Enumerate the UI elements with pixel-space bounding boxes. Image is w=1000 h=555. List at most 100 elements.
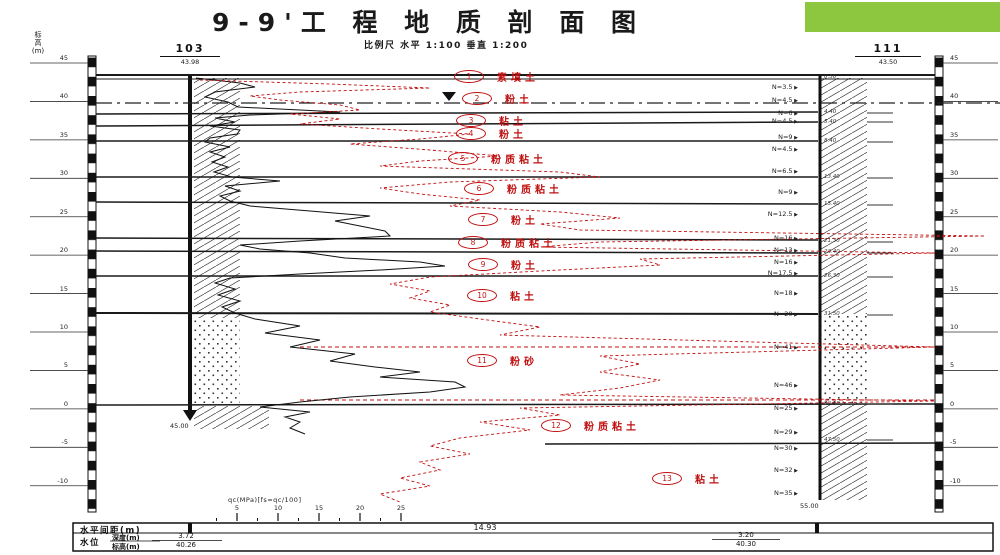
page-title: 9-9'工 程 地 质 剖 面 图 [212, 8, 646, 37]
scale-subtitle: 比例尺 水平 1:100 垂直 1:200 [364, 41, 529, 51]
layer-soil-name: 粉砂 [510, 357, 538, 368]
table-water-group-label: 水位 [80, 538, 101, 548]
n-value-arrow-icon: ▶ [792, 406, 798, 412]
n-value-arrow-icon: ▶ [792, 236, 798, 242]
n-value-text: N=20 [773, 310, 793, 318]
n-value-arrow-icon: ▶ [792, 446, 798, 452]
right-axis-tick-label: 5 [950, 361, 955, 370]
n-value-label: N=9 ▶ [728, 133, 798, 141]
table-water-elevation-label: 标高(m) [112, 543, 140, 551]
layer-label-5: 5 粉质粘土 [448, 151, 547, 166]
layer-soil-name: 素填土 [497, 73, 539, 84]
layer-number-oval: 5 [448, 152, 478, 165]
right-axis-tick-label: 40 [950, 92, 959, 101]
bh111-depth-mark: 5.40 [824, 119, 837, 125]
elevation-axis-title-line: (m) [31, 47, 45, 55]
n-value-text: N=4.5 [771, 145, 793, 153]
right-elevation-ruler [934, 55, 944, 513]
right-axis-tick-label: -10 [950, 476, 961, 485]
bh111-hatch-zone [821, 78, 867, 314]
highlight-green-box [805, 2, 1000, 32]
n-value-label: N=46 ▶ [728, 381, 798, 389]
n-value-label: N=4.5 ▶ [728, 145, 798, 153]
n-value-label: N=17.5 ▶ [728, 269, 798, 277]
n-value-text: N=9 [778, 188, 793, 196]
bh111-depth-mark: 4.40 [824, 109, 837, 115]
qc-scale-title: qc(MPa)[fs=qc/100] [228, 496, 302, 504]
bh103-water-depth-value: 3.72 [178, 532, 194, 540]
qc-cone-resistance-curve [195, 77, 467, 435]
n-value-label: N=32 ▶ [728, 466, 798, 474]
n-value-text: N=12.5 [767, 210, 793, 218]
left-axis-tick-label: -10 [57, 476, 68, 485]
n-value-label: N=4.5 ▶ [728, 117, 798, 125]
bh111-depth-mark: 21.30 [824, 238, 840, 244]
layer-number-oval: 12 [541, 419, 571, 432]
n-value-arrow-icon: ▶ [792, 169, 798, 175]
n-value-text: N=4.5 [771, 96, 793, 104]
bh111-position-mark [815, 523, 819, 533]
qc-tick-label: 15 [314, 504, 324, 512]
borehole-103-bottom-depth: 45.00 [170, 422, 189, 430]
n-value-text: N=6.5 [771, 167, 793, 175]
n-value-label: N=41 ▶ [728, 343, 798, 351]
layer-boundary-line [95, 237, 819, 241]
layer-soil-name: 粉土 [499, 130, 527, 141]
left-axis-tick-label: 25 [59, 207, 68, 216]
n-value-label: N=6 ▶ [728, 109, 798, 117]
n-value-text: N=16 [773, 234, 793, 242]
bh111-depth-mark: 0.50 [824, 74, 837, 80]
layer-number-oval: 13 [652, 472, 682, 485]
bh111-sand-zone [821, 314, 867, 403]
left-axis-tick-label: 15 [59, 284, 68, 293]
n-value-arrow-icon: ▶ [792, 248, 798, 254]
bh103-bottom-arrow-icon [183, 410, 197, 421]
n-value-text: N=30 [773, 444, 793, 452]
left-axis-tick-label: 30 [59, 169, 68, 178]
n-value-label: N=18 ▶ [728, 289, 798, 297]
right-axis-tick-label: 0 [950, 399, 955, 408]
layer-number-oval: 10 [467, 289, 497, 302]
layer-boundary-line [95, 312, 819, 315]
fs-friction-curve [199, 79, 986, 503]
n-value-arrow-icon: ▶ [792, 212, 798, 218]
layer-boundary-line [95, 403, 936, 406]
n-value-text: N=46 [773, 381, 793, 389]
layer-soil-name: 粘土 [510, 292, 538, 303]
n-value-label: N=12.5 ▶ [728, 210, 798, 218]
bh111-depth-mark: 13.40 [824, 174, 840, 180]
layer-number-oval: 1 [454, 70, 484, 83]
left-axis-tick-label: 35 [59, 130, 68, 139]
n-value-label: N=3.5 ▶ [728, 83, 798, 91]
left-axis-tick-label: -5 [61, 438, 68, 447]
borehole-111-id: 111 [855, 42, 921, 57]
n-value-text: N=13 [773, 246, 793, 254]
layer-soil-name: 粘土 [695, 475, 723, 486]
layer-soil-name: 粉质粘土 [584, 422, 640, 433]
layer-label-12: 12 粉质粘土 [541, 418, 640, 433]
n-value-text: N=25 [773, 404, 793, 412]
layer-soil-name: 粉土 [505, 95, 533, 106]
n-value-text: N=35 [773, 489, 793, 497]
left-axis-tick-label: 0 [63, 399, 68, 408]
left-axis-tick-label: 5 [63, 361, 68, 370]
n-value-label: N=6.5 ▶ [728, 167, 798, 175]
bh111-depth-mark: 42.90 [824, 401, 840, 407]
n-value-label: N=13 ▶ [728, 246, 798, 254]
n-value-label: N=9 ▶ [728, 188, 798, 196]
bh103-position-mark [188, 523, 192, 533]
n-value-arrow-icon: ▶ [792, 111, 798, 117]
qc-tick-label: 25 [396, 504, 406, 512]
layer-label-8: 8 粉质粘土 [458, 235, 557, 250]
right-axis-tick-label: 30 [950, 169, 959, 178]
table-row-horizontal-spacing-label: 水平间距(m) [80, 526, 142, 536]
n-value-arrow-icon: ▶ [792, 135, 798, 141]
water-table-symbol-icon [442, 92, 456, 101]
n-value-label: N=20 ▶ [728, 310, 798, 318]
borehole-111-bottom-depth: 55.00 [800, 502, 819, 510]
layer-soil-name: 粉土 [511, 216, 539, 227]
layer-number-oval: 9 [468, 258, 498, 271]
n-value-text: N=3.5 [771, 83, 793, 91]
n-value-arrow-icon: ▶ [792, 190, 798, 196]
